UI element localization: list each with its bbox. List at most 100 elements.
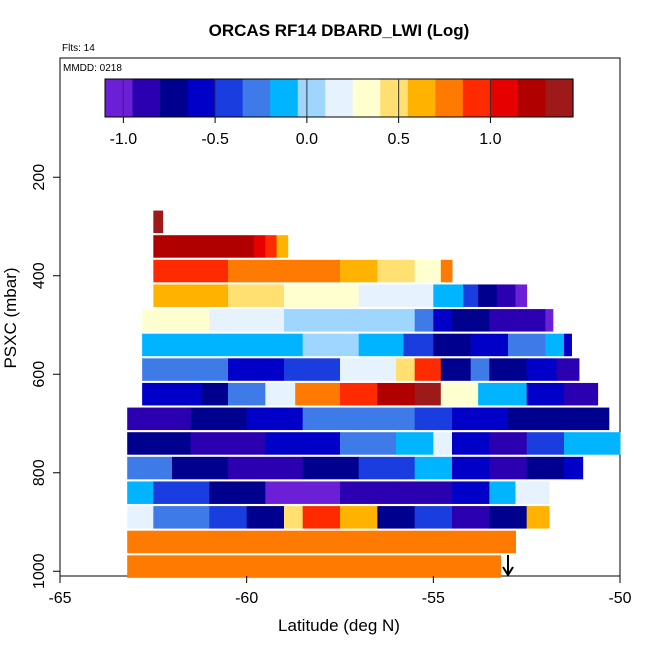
heatmap-cell [340,481,397,504]
heatmap-cell [276,235,289,258]
heatmap-cell [414,358,442,381]
x-tick-label: -50 [608,590,631,607]
heatmap-cell [209,309,285,332]
heatmap-cell [496,284,516,307]
heatmap-cell [564,382,599,406]
heatmap-cell [172,456,229,480]
y-axis: 200 400 600 800 1000 [31,164,60,589]
colorbar-tick-label: 0.5 [388,131,410,148]
heatmap-cell [201,382,229,406]
heatmap-cell [358,456,416,480]
y-tick-label: 200 [31,164,48,191]
heatmap-cell [433,284,464,307]
heatmap-cell [403,333,434,357]
heatmap-cell [358,407,416,431]
date-annotation: MMDD: 0218 [63,63,122,74]
chart-title: ORCAS RF14 DBARD_LWI (Log) [209,21,470,40]
heatmap-cell [284,284,360,307]
heatmap-cell [489,456,528,480]
heatmap-cell [265,481,341,504]
colorbar-swatch [215,79,244,117]
heatmap-cell [377,382,416,406]
x-tick-label: -60 [235,590,258,607]
colorbar-swatch [132,79,161,117]
heatmap-cell [302,333,360,357]
heatmap-cell [127,530,516,554]
heatmap-cell [396,481,453,504]
heatmap-cell [508,309,546,332]
heatmap-cell [526,506,550,529]
heatmap-cell [414,456,453,480]
heatmap-cell [153,210,164,234]
heatmap-cell [414,407,453,431]
colorbar-swatch [352,79,381,117]
heatmap-cell [515,481,550,504]
y-tick-label: 800 [31,459,48,486]
heatmap-cell [526,456,565,480]
heatmap-cell [209,481,266,504]
colorbar-swatch [187,79,216,117]
heatmap-cell [515,284,528,307]
heatmap [127,210,621,578]
heatmap-cell [284,506,304,529]
heatmap-cell [228,456,304,480]
heatmap-cell [127,506,154,529]
heatmap-cell [564,333,572,357]
heatmap-cell [452,309,490,332]
heatmap-cell [489,481,516,504]
colorbar-swatch [270,79,299,117]
heatmap-cell [142,309,210,332]
colorbar-swatch [242,79,271,117]
heatmap-cell [478,284,498,307]
colorbar-tick-label: 1.0 [479,131,501,148]
heatmap-cell [340,358,397,381]
heatmap-cell [153,284,229,307]
heatmap-cell [190,407,248,431]
heatmap-cell [433,309,453,332]
y-tick-label: 400 [31,262,48,289]
colorbar-swatch [160,79,189,117]
heatmap-cell [508,333,546,357]
heatmap-cell [153,235,255,258]
colorbar-swatch [325,79,354,117]
heatmap-cell [358,333,404,357]
y-tick-label: 600 [31,361,48,388]
colorbar: -1.0 -0.5 0.0 0.5 1.0 [104,78,574,148]
heatmap-cell [228,382,266,406]
heatmap-cell [440,259,453,283]
heatmap-cell [153,506,210,529]
heatmap-cell [463,284,479,307]
heatmap-cell [127,456,173,480]
heatmap-cell [489,432,528,455]
heatmap-cell [377,506,416,529]
marker-arrow-head [502,566,514,577]
heatmap-cell [302,506,341,529]
colorbar-swatch [517,79,547,117]
colorbar-swatch [490,79,519,117]
heatmap-cell [470,358,490,381]
heatmap-cell [228,333,304,357]
colorbar-swatch [105,79,134,117]
heatmap-cell [340,259,378,283]
colorbar-tick-label: -1.0 [110,131,138,148]
heatmap-cell [377,259,416,283]
colorbar-swatch [462,79,492,117]
heatmap-cell [526,382,565,406]
heatmap-cell [142,382,203,406]
heatmap-cell [190,259,229,283]
heatmap-cell [246,506,285,529]
heatmap-cell [295,382,341,406]
heatmap-cell [284,309,360,332]
heatmap-cell [153,481,210,504]
heatmap-cell [556,358,580,381]
heatmap-cell [254,235,266,258]
heatmap-cell [153,259,192,283]
heatmap-cell [396,432,434,455]
heatmap-cell [526,358,558,381]
colorbar-swatch [545,79,574,117]
heatmap-cell [489,506,528,529]
heatmap-cell [228,284,285,307]
heatmap-cell [433,333,472,357]
x-axis-title: Latitude (deg N) [278,616,400,635]
x-tick-label: -55 [422,590,445,607]
